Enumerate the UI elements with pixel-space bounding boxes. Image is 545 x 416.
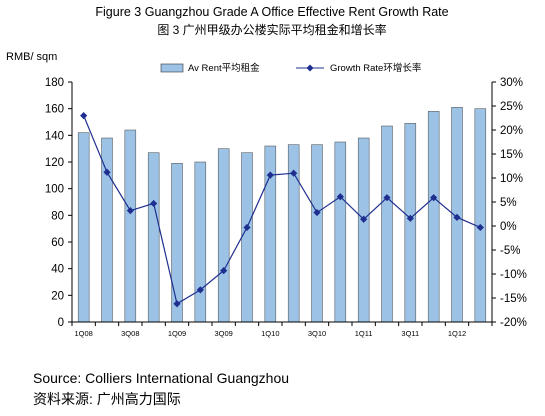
growth-point-2Q12 [476, 223, 484, 232]
legend-label-growth: Growth Rate环增长率 [330, 62, 422, 74]
growth-point-3Q11 [406, 214, 414, 222]
x-tick-label: 1Q09 [168, 329, 186, 338]
y-right-tick-label: 20% [500, 125, 523, 137]
plot-area: 0 20 40 60 80 100 120 140 160 180 -20% -15% -10% -5% 0… [45, 77, 527, 338]
y-left-tick-label: 120 [45, 157, 64, 169]
chart-subtitle: 图 3 广州甲级办公楼实际平均租金和增长率 [157, 22, 386, 37]
y-right-tick-label: -20% [500, 317, 527, 329]
bar-rent-4Q08 [147, 152, 160, 323]
x-tick-label: 1Q12 [448, 329, 466, 338]
growth-point-3Q08 [126, 207, 134, 215]
growth-rate-line [83, 115, 481, 305]
y-left-tick-label: 80 [51, 210, 64, 222]
y-left-tick-label: 140 [45, 130, 64, 142]
x-tick-label: 3Q10 [308, 329, 326, 338]
legend-swatch-rent [160, 63, 184, 73]
y-axis-left-label: RMB/ sqm [6, 51, 57, 63]
y-right-tick-label: 30% [500, 77, 523, 89]
x-tick-label: 1Q10 [261, 329, 279, 338]
bar-rent-1Q09 [171, 163, 183, 323]
bar-rent-2Q11 [381, 125, 393, 323]
bar-rent-3Q09 [217, 148, 230, 323]
y-left-tick-label: 180 [45, 77, 64, 89]
y-left-tick-label: 40 [51, 264, 64, 276]
x-tick-label: 3Q09 [214, 329, 232, 338]
growth-point-3Q10 [313, 208, 321, 217]
x-tick-label: 3Q08 [121, 329, 139, 338]
growth-point-1Q09 [173, 300, 181, 308]
bar-rent-2Q09 [194, 161, 207, 323]
x-tick-label: 1Q11 [355, 329, 373, 338]
growth-point-4Q09 [243, 223, 251, 232]
bar-rent-4Q10 [334, 141, 347, 323]
y-left-tick-label: 100 [45, 184, 64, 196]
source-note-english: Source: Colliers International Guangzhou [33, 370, 289, 386]
y-right-tick-label: -10% [500, 269, 527, 281]
growth-point-2Q08 [103, 168, 111, 176]
bar-rent-4Q09 [241, 152, 253, 323]
growth-point-2Q11 [383, 194, 391, 202]
x-tick-label: 3Q11 [401, 329, 419, 338]
y-left-tick-label: 20 [51, 290, 64, 302]
y-left-tick-label: 0 [58, 317, 64, 329]
chart-title: Figure 3 Guangzhou Grade A Office Effect… [95, 5, 448, 19]
growth-point-4Q10 [336, 193, 344, 201]
chart-legend: Av Rent平均租金 Growth Rate环增长率 [160, 62, 422, 74]
y-right-tick-label: -15% [500, 293, 527, 305]
bar-rent-1Q08 [77, 132, 90, 323]
bar-rent-2Q12 [474, 108, 487, 323]
bar-rent-3Q11 [404, 123, 417, 323]
x-tick-label: 1Q08 [74, 329, 92, 338]
source-note-chinese: 资料来源: 广州高力国际 [33, 391, 181, 407]
bar-rent-4Q11 [427, 111, 440, 323]
growth-point-1Q12 [453, 213, 461, 221]
bar-rent-3Q08 [124, 129, 137, 323]
bar-rent-3Q10 [311, 144, 323, 323]
y-right-tick-label: 15% [500, 149, 523, 161]
growth-point-4Q08 [150, 199, 158, 208]
y-right-tick-label: 25% [500, 101, 523, 113]
legend-label-rent: Av Rent平均租金 [188, 62, 260, 74]
bar-rent-1Q11 [357, 137, 370, 323]
y-right-tick-label: 10% [500, 173, 523, 185]
growth-point-2Q10 [290, 169, 298, 177]
y-right-tick-label: -5% [500, 245, 520, 257]
y-left-tick-label: 160 [45, 104, 64, 116]
y-right-tick-label: 0% [500, 221, 517, 233]
legend-marker-growth [306, 64, 314, 72]
y-right-tick-label: 5% [500, 197, 517, 209]
growth-point-4Q11 [430, 194, 438, 202]
growth-point-1Q10 [266, 171, 274, 179]
growth-point-1Q08 [80, 112, 88, 120]
y-left-tick-label: 60 [51, 237, 64, 249]
growth-point-3Q09 [220, 267, 228, 275]
growth-point-2Q09 [196, 286, 204, 294]
growth-point-1Q11 [360, 215, 368, 223]
bar-rent-2Q08 [101, 137, 113, 323]
